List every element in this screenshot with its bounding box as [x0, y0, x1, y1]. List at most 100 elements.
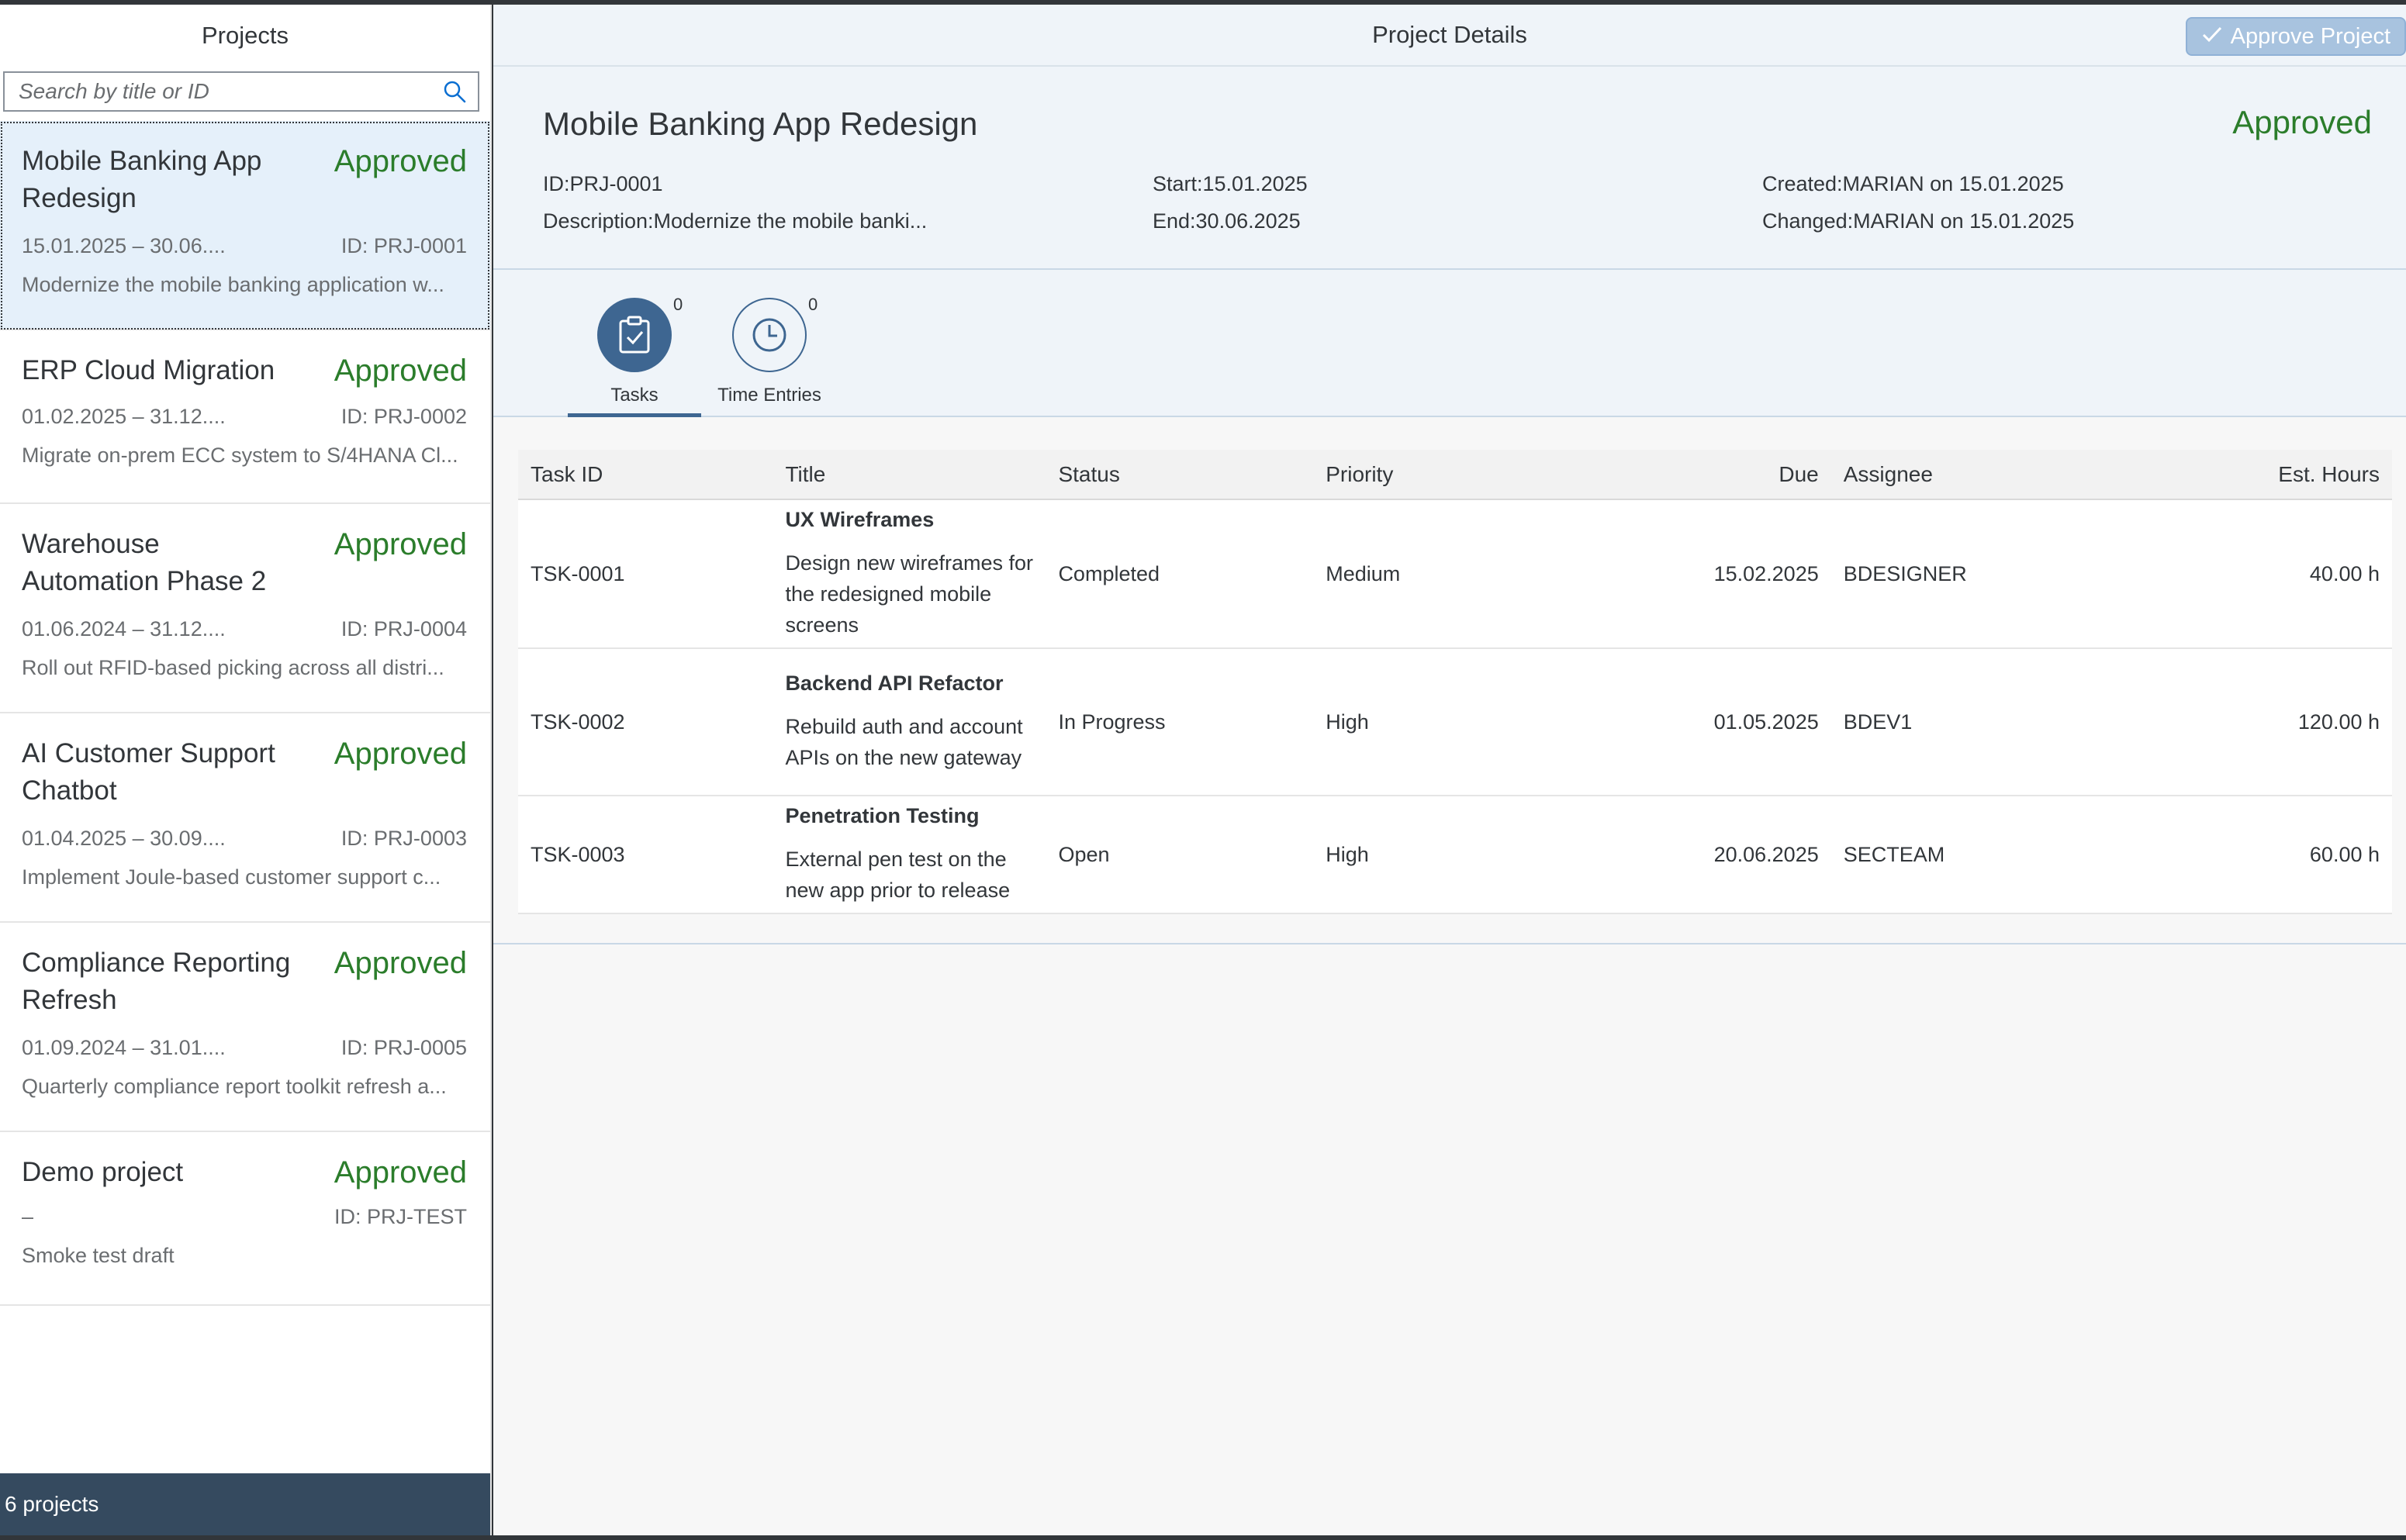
approve-project-label: Approve Project — [2230, 23, 2390, 49]
project-status: Approved — [334, 737, 467, 771]
detail-title: Project Details — [1372, 21, 1527, 48]
project-status: Approved — [334, 354, 467, 388]
project-id: ID: PRJ-0004 — [341, 617, 467, 641]
project-dates: 01.04.2025 – 30.09.... — [22, 827, 226, 850]
task-assignee: BDESIGNER — [1830, 499, 2125, 649]
task-priority: High — [1313, 648, 1576, 796]
project-title: ERP Cloud Migration — [22, 355, 275, 385]
tab-count: 0 — [673, 295, 683, 314]
col-assignee[interactable]: Assignee — [1830, 450, 2125, 500]
object-title: Mobile Banking App Redesign — [543, 105, 978, 142]
attr-description: Description:Modernize the mobile banki..… — [543, 209, 928, 233]
col-task-id[interactable]: Task ID — [518, 450, 773, 500]
search-field[interactable] — [3, 71, 479, 112]
task-description: Design new wireframes for the redesigned… — [785, 551, 1034, 637]
task-due: 20.06.2025 — [1575, 796, 1831, 914]
table-row[interactable]: TSK-0002 Backend API Refactor Rebuild au… — [518, 648, 2392, 796]
list-item[interactable]: Compliance Reporting Refresh Approved 01… — [0, 923, 490, 1132]
icon-tab-bar: 0 Tasks 0 Time Entries — [493, 270, 2406, 417]
project-description: Modernize the mobile banking application… — [22, 273, 444, 296]
project-title: AI Customer Support Chatbot — [22, 738, 275, 806]
task-assignee: SECTEAM — [1830, 796, 2125, 914]
task-hours: 40.00 h — [2124, 499, 2392, 649]
task-status: Open — [1046, 796, 1314, 914]
clock-icon — [732, 298, 807, 372]
section-divider — [493, 943, 2406, 944]
task-status: Completed — [1046, 499, 1314, 649]
approve-project-button[interactable]: Approve Project — [2185, 17, 2406, 56]
attr-start: Start:15.01.2025 — [1153, 172, 1308, 195]
attr-created: Created:MARIAN on 15.01.2025 — [1762, 172, 2064, 195]
task-title: UX Wireframes — [785, 507, 935, 531]
tab-count: 0 — [808, 295, 818, 314]
task-description: Rebuild auth and account APIs on the new… — [785, 714, 1023, 769]
task-title: Penetration Testing — [785, 803, 980, 827]
list-item[interactable]: Demo project Approved – ID: PRJ-TEST Smo… — [0, 1132, 490, 1306]
project-status: Approved — [334, 144, 467, 178]
task-due: 01.05.2025 — [1575, 648, 1831, 796]
task-assignee: BDEV1 — [1830, 648, 2125, 796]
col-status[interactable]: Status — [1046, 450, 1314, 500]
task-id: TSK-0002 — [518, 648, 773, 796]
col-title[interactable]: Title — [773, 450, 1046, 500]
project-dates: 01.09.2024 – 31.01.... — [22, 1036, 226, 1059]
task-due: 15.02.2025 — [1575, 499, 1831, 649]
tab-tasks[interactable]: 0 Tasks — [568, 293, 701, 417]
table-header-row: Task ID Title Status Priority Due Assign… — [518, 450, 2392, 500]
task-title-cell: Backend API Refactor Rebuild auth and ac… — [773, 648, 1046, 796]
project-dates: 15.01.2025 – 30.06.... — [22, 234, 226, 257]
project-description: Migrate on-prem ECC system to S/4HANA Cl… — [22, 444, 458, 467]
tab-time-entries[interactable]: 0 Time Entries — [703, 293, 836, 416]
object-status: Approved — [2232, 104, 2372, 140]
task-hours: 60.00 h — [2124, 796, 2392, 914]
project-list: Mobile Banking App Redesign Approved 15.… — [0, 121, 490, 1306]
list-item[interactable]: AI Customer Support Chatbot Approved 01.… — [0, 713, 490, 923]
task-priority: Medium — [1313, 499, 1576, 649]
project-count: 6 projects — [0, 1473, 490, 1535]
table-row[interactable]: TSK-0003 Penetration Testing External pe… — [518, 796, 2392, 914]
project-description: Smoke test draft — [22, 1244, 175, 1267]
master-title: Projects — [202, 22, 289, 49]
project-title: Mobile Banking App Redesign — [22, 146, 262, 213]
col-est-hours[interactable]: Est. Hours — [2124, 450, 2392, 500]
tab-label: Time Entries — [717, 385, 821, 406]
tasks-table: Task ID Title Status Priority Due Assign… — [518, 450, 2392, 914]
list-item[interactable]: ERP Cloud Migration Approved 01.02.2025 … — [0, 330, 490, 504]
project-dates: 01.02.2025 – 31.12.... — [22, 405, 226, 428]
project-description: Roll out RFID-based picking across all d… — [22, 656, 444, 679]
clipboard-check-icon — [597, 298, 672, 372]
master-pane: Projects Mobile Banking App Redesign App… — [0, 5, 492, 1535]
project-description: Quarterly compliance report toolkit refr… — [22, 1075, 447, 1098]
task-title-cell: Penetration Testing External pen test on… — [773, 796, 1046, 914]
search-input[interactable] — [5, 73, 431, 110]
search-icon[interactable] — [431, 73, 478, 110]
project-dates: 01.06.2024 – 31.12.... — [22, 617, 226, 641]
project-id: ID: PRJ-0003 — [341, 827, 467, 850]
attr-id: ID:PRJ-0001 — [543, 172, 663, 195]
table-row[interactable]: TSK-0001 UX Wireframes Design new wirefr… — [518, 499, 2392, 649]
col-priority[interactable]: Priority — [1313, 450, 1576, 500]
project-id: ID: PRJ-0001 — [341, 234, 467, 257]
object-header: Mobile Banking App Redesign Approved ID:… — [493, 67, 2406, 270]
list-item[interactable]: Warehouse Automation Phase 2 Approved 01… — [0, 504, 490, 713]
task-title: Backend API Refactor — [785, 671, 1004, 695]
project-description: Implement Joule-based customer support c… — [22, 865, 441, 889]
attr-changed: Changed:MARIAN on 15.01.2025 — [1762, 209, 2075, 233]
project-status: Approved — [334, 1155, 467, 1190]
project-title: Compliance Reporting Refresh — [22, 948, 291, 1015]
task-id: TSK-0003 — [518, 796, 773, 914]
tab-label: Tasks — [610, 385, 659, 406]
attr-end: End:30.06.2025 — [1153, 209, 1301, 233]
project-id: ID: PRJ-TEST — [334, 1205, 467, 1228]
task-description: External pen test on the new app prior t… — [785, 847, 1011, 902]
top-border — [0, 0, 2406, 5]
detail-pane: Project Details Approve Project Mobile B… — [493, 5, 2406, 1535]
project-dates: – — [22, 1205, 34, 1228]
task-title-cell: UX Wireframes Design new wireframes for … — [773, 499, 1046, 649]
project-title: Warehouse Automation Phase 2 — [22, 529, 267, 596]
task-hours: 120.00 h — [2124, 648, 2392, 796]
project-status: Approved — [334, 946, 467, 980]
list-item[interactable]: Mobile Banking App Redesign Approved 15.… — [0, 121, 490, 330]
task-status: In Progress — [1046, 648, 1314, 796]
col-due[interactable]: Due — [1575, 450, 1831, 500]
